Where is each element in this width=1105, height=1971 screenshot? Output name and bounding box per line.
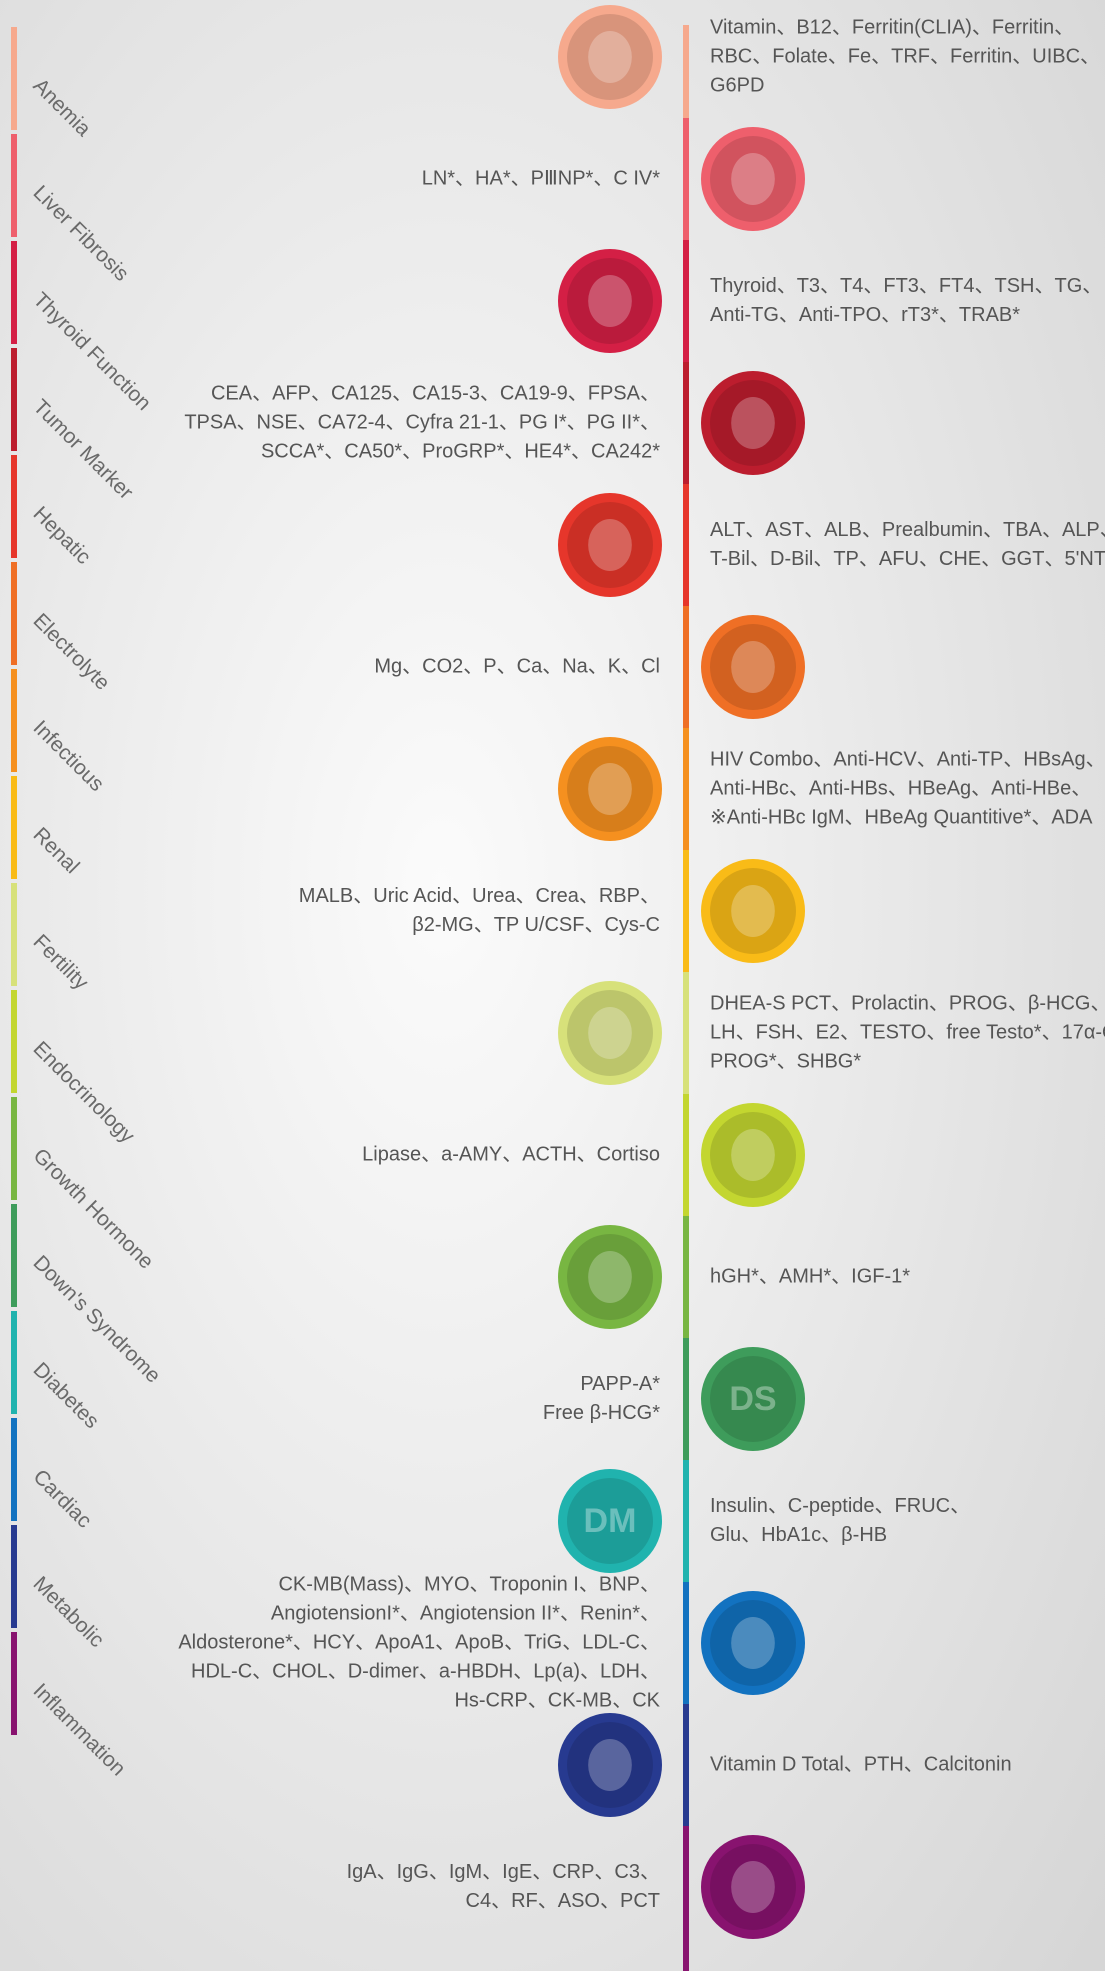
category-bar (11, 134, 17, 237)
test-list-line: ※Anti-HBc IgM、HBeAg Quantitive*、ADA (710, 806, 1093, 828)
category-icon (558, 5, 662, 109)
icon-glyph (731, 1129, 775, 1181)
test-list-line: CK-MB(Mass)、MYO、Troponin I、BNP、 (278, 1573, 660, 1595)
category-bar (11, 776, 17, 879)
icon-glyph (731, 641, 775, 693)
category-bar (11, 1632, 17, 1735)
category-icon (701, 1835, 805, 1939)
test-list-line: G6PD (710, 74, 764, 96)
test-list-line: CEA、AFP、CA125、CA15-3、CA19-9、FPSA、 (211, 382, 660, 404)
category-icon (558, 249, 662, 353)
timeline-segment (683, 1094, 689, 1216)
category-icon (701, 615, 805, 719)
test-list-line: HIV Combo、Anti-HCV、Anti-TP、HBsAg、 (710, 748, 1105, 770)
timeline-segment (683, 484, 689, 606)
category-icon (558, 981, 662, 1085)
test-list-line: AngiotensionI*、Angiotension II*、Renin*、 (271, 1602, 660, 1624)
category-icon (701, 859, 805, 963)
test-list-line: Thyroid、T3、T4、FT3、FT4、TSH、TG、 (710, 275, 1102, 297)
icon-glyph (731, 397, 775, 449)
category-bar (11, 1311, 17, 1414)
category-bar (11, 1204, 17, 1307)
test-list-line: Vitamin、B12、Ferritin(CLIA)、Ferritin、 (710, 16, 1074, 38)
category-bar (11, 348, 17, 451)
timeline-segment (683, 118, 689, 240)
icon-glyph (731, 885, 775, 937)
test-list-line: Anti-HBc、Anti-HBs、HBeAg、Anti-HBe、 (710, 777, 1091, 799)
test-list-line: PAPP-A* (580, 1373, 660, 1395)
timeline-segment (683, 606, 689, 728)
category-icon (558, 1713, 662, 1817)
test-list-line: Glu、HbA1c、β-HB (710, 1524, 887, 1546)
timeline-segment (683, 1338, 689, 1460)
category-icon (558, 1225, 662, 1329)
test-list-line: Hs-CRP、CK-MB、CK (454, 1689, 660, 1711)
test-list-line: PROG*、SHBG* (710, 1050, 861, 1072)
test-list-line: Vitamin D Total、PTH、Calcitonin (710, 1753, 1012, 1775)
timeline-segment (683, 1460, 689, 1582)
test-list-line: Lipase、a-AMY、ACTH、Cortiso (362, 1143, 660, 1165)
category-bar (11, 27, 17, 130)
category-bar (11, 455, 17, 558)
test-list-line: T-Bil、D-Bil、TP、AFU、CHE、GGT、5'NT (710, 548, 1105, 570)
category-icon (558, 493, 662, 597)
category-icon (701, 127, 805, 231)
timeline-segment (683, 240, 689, 362)
icon-glyph (588, 1739, 632, 1791)
test-list-line: Insulin、C-peptide、FRUC、 (710, 1495, 970, 1517)
test-list-line: TPSA、NSE、CA72-4、Cyfra 21-1、PG I*、PG II*、 (184, 411, 660, 433)
timeline-segment (683, 25, 689, 118)
infographic: AnemiaVitamin、B12、Ferritin(CLIA)、Ferriti… (0, 0, 1105, 1971)
test-list-line: HDL-C、CHOL、D-dimer、a-HBDH、Lp(a)、LDH、 (191, 1660, 660, 1682)
icon-glyph (588, 519, 632, 571)
category-icon (701, 1103, 805, 1207)
category-icon (558, 737, 662, 841)
category-bar (11, 883, 17, 986)
timeline-segment (683, 1826, 689, 1971)
icon-glyph (731, 1617, 775, 1669)
test-list-line: ALT、AST、ALB、Prealbumin、TBA、ALP、 (710, 519, 1105, 541)
test-list-line: Anti-TG、Anti-TPO、rT3*、TRAB* (710, 304, 1020, 326)
test-list-line: DHEA-S PCT、Prolactin、PROG、β-HCG、E3、 (710, 992, 1105, 1014)
timeline-segment (683, 1216, 689, 1338)
test-list-line: hGH*、AMH*、IGF-1* (710, 1265, 910, 1287)
icon-glyph (588, 763, 632, 815)
test-list-line: MALB、Uric Acid、Urea、Crea、RBP、 (299, 885, 660, 907)
category-bar (11, 990, 17, 1093)
icon-glyph (588, 1251, 632, 1303)
category-bar (11, 1525, 17, 1628)
test-list-line: LN*、HA*、PⅢNP*、C IV* (422, 167, 661, 189)
category-icon (701, 1591, 805, 1695)
timeline-segment (683, 362, 689, 484)
category-bar (11, 1097, 17, 1200)
timeline-segment (683, 1704, 689, 1826)
category-icon: DS (701, 1347, 805, 1451)
test-list-line: Aldosterone*、HCY、ApoA1、ApoB、TriG、LDL-C、 (178, 1631, 660, 1653)
test-list-line: LH、FSH、E2、TESTO、free Testo*、17α-OH (710, 1021, 1105, 1043)
test-list-line: RBC、Folate、Fe、TRF、Ferritin、UIBC、 (710, 45, 1100, 67)
category-bar (11, 562, 17, 665)
icon-glyph (731, 1861, 775, 1913)
timeline-segment (683, 972, 689, 1094)
icon-glyph (588, 31, 632, 83)
timeline-segment (683, 850, 689, 972)
timeline-segment (683, 728, 689, 850)
test-list-line: Mg、CO2、P、Ca、Na、K、Cl (374, 655, 660, 677)
test-list-line: SCCA*、CA50*、ProGRP*、HE4*、CA242* (261, 440, 660, 462)
test-list-line: C4、RF、ASO、PCT (466, 1890, 660, 1912)
timeline-segment (683, 1582, 689, 1704)
category-bar (11, 241, 17, 344)
test-list-line: β2-MG、TP U/CSF、Cys-C (412, 914, 660, 936)
category-bar (11, 669, 17, 772)
icon-glyph (588, 1007, 632, 1059)
category-icon (701, 371, 805, 475)
test-list-line: Free β-HCG* (543, 1402, 660, 1424)
category-icon: DM (558, 1469, 662, 1573)
category-bar (11, 1418, 17, 1521)
icon-glyph (731, 153, 775, 205)
test-list-line: IgA、IgG、IgM、IgE、CRP、C3、 (347, 1861, 660, 1883)
icon-text: DM (584, 1502, 637, 1540)
icon-text: DS (729, 1380, 776, 1418)
icon-glyph (588, 275, 632, 327)
